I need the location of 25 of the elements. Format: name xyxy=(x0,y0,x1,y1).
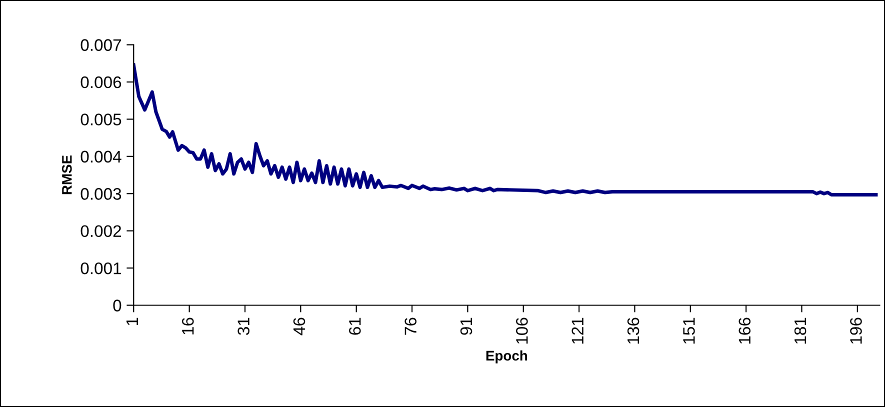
y-tick-label: 0.006 xyxy=(80,76,122,88)
x-tick-label: 16 xyxy=(182,318,194,334)
x-tick-label: 76 xyxy=(404,318,416,335)
x-tick-label: 151 xyxy=(683,318,695,344)
x-tick-label: 196 xyxy=(850,318,862,344)
x-tick-label: 121 xyxy=(572,318,584,344)
y-tick-label: 0.003 xyxy=(80,188,122,200)
y-tick-label: 0.004 xyxy=(80,150,122,163)
x-axis-title: Epoch xyxy=(486,350,528,364)
x-tick-label: 46 xyxy=(293,318,306,336)
x-tick-label: 181 xyxy=(794,318,806,344)
x-tick-label: 31 xyxy=(238,318,250,335)
x-tick-label: 1 xyxy=(126,318,138,326)
y-tick-label: 0 xyxy=(113,300,122,312)
y-tick-label: 0.007 xyxy=(80,39,121,51)
x-tick-label: 166 xyxy=(738,318,751,344)
y-axis-title: RMSE xyxy=(62,155,72,194)
line-series xyxy=(134,63,878,196)
y-tick-label: 0.001 xyxy=(80,262,122,274)
x-tick-label: 136 xyxy=(627,318,640,344)
y-tick-label: 0.002 xyxy=(80,225,121,238)
x-tick-label: 61 xyxy=(349,318,361,335)
y-tick-label: 0.005 xyxy=(80,114,122,126)
x-tick-label: 106 xyxy=(516,318,528,344)
x-tick-label: 91 xyxy=(460,318,472,335)
